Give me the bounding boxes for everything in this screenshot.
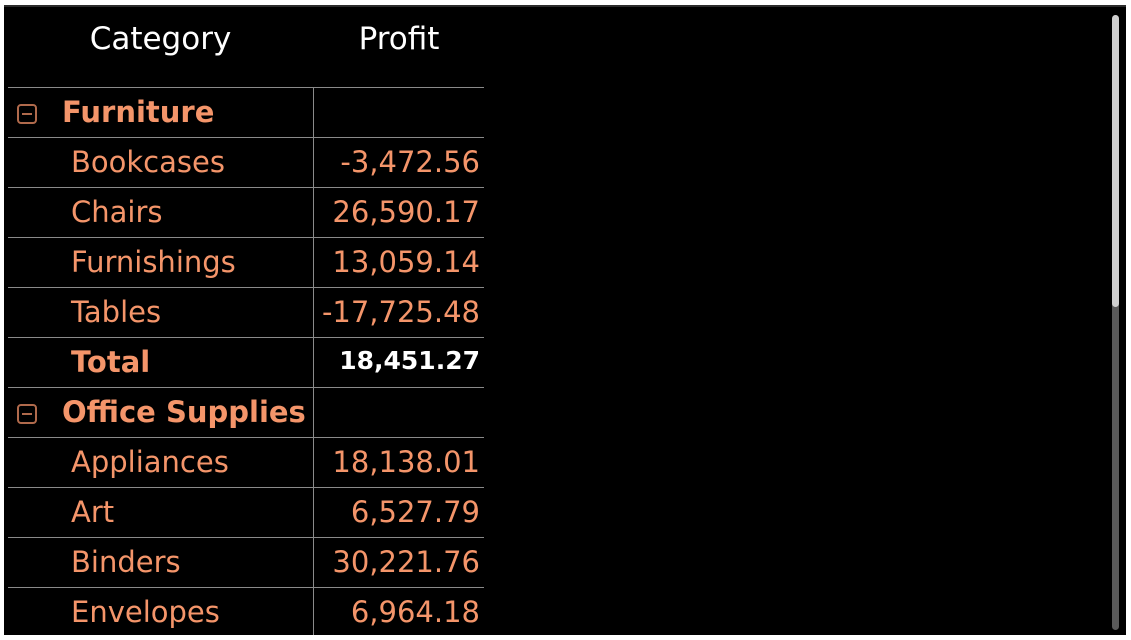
group-row-furniture[interactable]: Furniture [8,88,484,138]
group-row-office-supplies[interactable]: Office Supplies [8,388,484,438]
total-value: 18,451.27 [339,346,480,375]
column-divider [313,388,314,438]
row-label: Bookcases [71,145,225,179]
column-divider [313,88,314,138]
row-label: Binders [71,545,181,579]
table-row[interactable]: Art 6,527.79 [8,488,484,538]
row-label: Furnishings [71,245,236,279]
column-divider [313,588,314,635]
visual-top-border [4,5,1126,7]
matrix-table: Category Profit Furniture Bookcases -3,4… [8,5,484,635]
table-row[interactable]: Binders 30,221.76 [8,538,484,588]
column-divider [313,238,314,288]
table-row[interactable]: Furnishings 13,059.14 [8,238,484,288]
column-divider [313,438,314,488]
table-row[interactable]: Bookcases -3,472.56 [8,138,484,188]
scrollbar-thumb[interactable] [1112,15,1119,307]
row-label: Art [71,495,115,529]
vertical-scrollbar[interactable] [1112,15,1119,630]
group-label: Furniture [62,95,215,129]
total-label: Total [71,345,151,379]
table-row[interactable]: Chairs 26,590.17 [8,188,484,238]
table-row[interactable]: Appliances 18,138.01 [8,438,484,488]
profit-value: 26,590.17 [332,195,480,229]
row-label: Chairs [71,195,163,229]
group-label: Office Supplies [62,395,306,429]
profit-value: -17,725.48 [321,295,480,329]
row-label: Tables [71,295,162,329]
column-header-profit[interactable]: Profit [358,21,440,57]
column-divider [313,188,314,238]
column-header-category[interactable]: Category [89,21,232,57]
column-header-row: Category Profit [8,5,484,88]
row-label: Envelopes [71,595,220,629]
table-row[interactable]: Envelopes 6,964.18 [8,588,484,635]
column-divider [313,138,314,188]
column-divider [313,338,314,388]
collapse-minus-icon[interactable] [17,404,37,424]
row-label: Appliances [71,445,229,479]
profit-value: 18,138.01 [332,445,480,479]
profit-value: 13,059.14 [332,245,480,279]
collapse-minus-icon[interactable] [17,104,37,124]
table-row[interactable]: Tables -17,725.48 [8,288,484,338]
column-divider [313,488,314,538]
column-divider [313,538,314,588]
profit-value: 6,527.79 [350,495,480,529]
profit-value: 30,221.76 [332,545,480,579]
column-divider [313,288,314,338]
matrix-visual: Category Profit Furniture Bookcases -3,4… [4,5,1126,635]
profit-value: 6,964.18 [350,595,480,629]
profit-value: -3,472.56 [340,145,480,179]
subtotal-row[interactable]: Total 18,451.27 [8,338,484,388]
